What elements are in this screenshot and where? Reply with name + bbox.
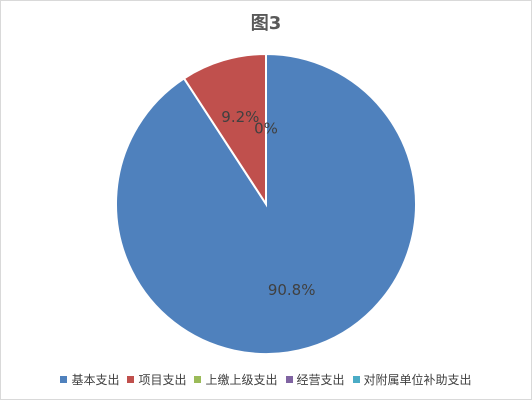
legend-item-3: 经营支出 [285,371,345,388]
legend-item-0: 基本支出 [60,371,119,388]
legend-swatch [352,376,360,383]
legend-item-4: 对附属单位补助支出 [352,371,472,388]
legend-swatch [127,376,135,383]
legend-swatch [60,376,68,383]
legend-item-2: 上缴上级支出 [194,371,278,388]
pie-slice-1 [182,52,267,208]
legend-item-1: 项目支出 [127,371,186,388]
legend-label: 经营支出 [296,373,345,387]
data-label-0: 90.8% [268,281,316,299]
legend-label: 基本支出 [71,373,120,387]
legend-swatch [194,376,202,383]
legend-label: 项目支出 [138,373,187,387]
data-label-2: 0% [254,120,278,138]
legend-swatch [285,376,293,383]
legend: 基本支出 项目支出 上缴上级支出 经营支出 对附属单位补助支出 [1,371,531,388]
legend-label: 对附属单位补助支出 [363,373,472,387]
legend-label: 上缴上级支出 [205,373,278,387]
chart-title: 图3 [250,13,282,34]
data-label-1: 9.2% [221,108,259,126]
